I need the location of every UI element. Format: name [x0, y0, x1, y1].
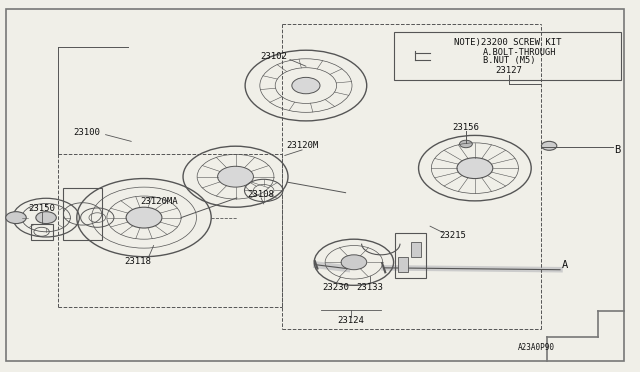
Circle shape	[460, 140, 472, 148]
Text: A: A	[562, 260, 568, 270]
Circle shape	[341, 255, 367, 270]
Circle shape	[541, 141, 557, 150]
Text: B.NUT (M5): B.NUT (M5)	[483, 56, 536, 65]
Circle shape	[218, 166, 253, 187]
Text: 23120MA: 23120MA	[140, 197, 177, 206]
Circle shape	[126, 207, 162, 228]
Bar	[63, 188, 102, 240]
Text: 23102: 23102	[260, 52, 287, 61]
Text: B: B	[614, 145, 621, 154]
Text: 23124: 23124	[337, 316, 364, 325]
Bar	[411, 242, 421, 257]
Text: 23127: 23127	[495, 66, 522, 75]
Text: 23156: 23156	[452, 123, 479, 132]
Circle shape	[6, 212, 26, 224]
Text: 23118: 23118	[124, 257, 151, 266]
Circle shape	[36, 212, 56, 224]
Circle shape	[457, 158, 493, 179]
Text: 23150: 23150	[28, 204, 55, 213]
Text: 23120M: 23120M	[286, 141, 318, 150]
Text: NOTE)23200 SCREW KIT: NOTE)23200 SCREW KIT	[454, 38, 561, 46]
Text: 23215: 23215	[440, 231, 467, 240]
Bar	[394, 32, 621, 80]
Circle shape	[292, 77, 320, 94]
Text: A23A0P90: A23A0P90	[518, 343, 555, 352]
Bar	[31, 224, 53, 240]
Text: 23100: 23100	[73, 128, 100, 137]
Text: 23108: 23108	[248, 190, 275, 199]
Text: 23230: 23230	[323, 283, 349, 292]
Bar	[398, 257, 408, 272]
Bar	[395, 233, 426, 278]
Text: A.BOLT-THROUGH: A.BOLT-THROUGH	[483, 48, 557, 57]
Text: 23133: 23133	[356, 283, 383, 292]
